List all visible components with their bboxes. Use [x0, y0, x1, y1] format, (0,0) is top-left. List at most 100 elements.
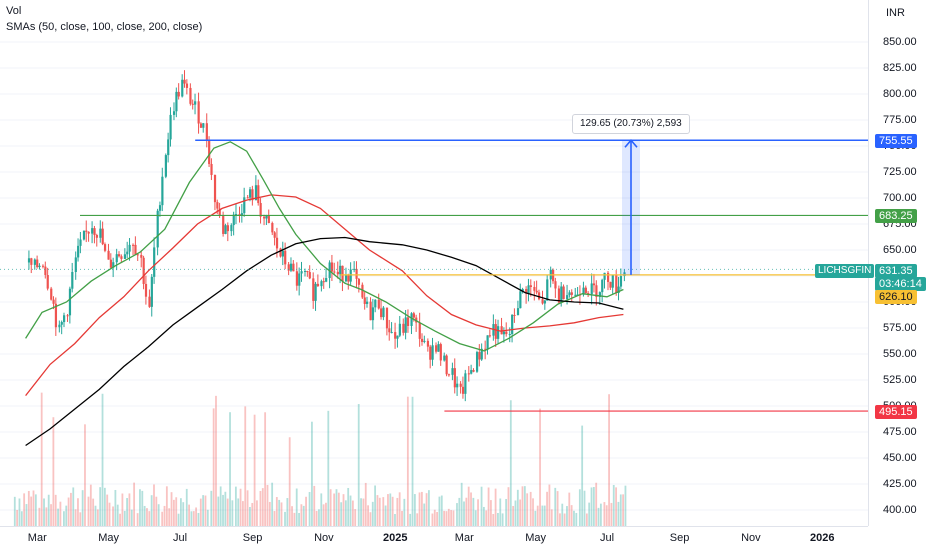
candle-body	[50, 288, 53, 300]
candle-body	[120, 256, 123, 259]
candle-body	[153, 247, 156, 277]
volume-bar	[67, 497, 70, 526]
volume-bar	[108, 502, 111, 526]
candle-body	[224, 225, 227, 234]
volume-bar	[610, 502, 613, 526]
volume-bar	[384, 505, 387, 526]
volume-bar	[119, 513, 121, 526]
price-chart[interactable]	[0, 0, 868, 526]
currency-label[interactable]: INR	[886, 7, 905, 19]
candle-body	[126, 251, 129, 255]
candle-body	[284, 250, 287, 265]
time-tick-label: Sep	[669, 532, 690, 544]
price-tick-label: 575.00	[883, 322, 917, 334]
candle-body	[308, 272, 311, 279]
volume-bar	[624, 485, 627, 526]
candle-body	[91, 228, 94, 234]
volume-bar	[333, 493, 336, 526]
candle-body	[574, 294, 577, 296]
volume-bar	[423, 503, 426, 526]
candle-body	[582, 287, 585, 295]
volume-bar	[529, 491, 532, 526]
time-tick-label: Sep	[242, 532, 263, 544]
candle-body	[592, 283, 596, 286]
candle-body	[385, 307, 389, 329]
candle-body	[77, 245, 80, 258]
candle-body	[584, 287, 587, 293]
candle-body	[519, 291, 522, 309]
volume-bar	[234, 486, 237, 526]
volume-bar	[311, 421, 313, 526]
candle-body	[603, 272, 606, 280]
volume-legend[interactable]: Vol	[6, 5, 22, 17]
candle-body	[443, 355, 446, 361]
candle-body	[330, 262, 334, 272]
volume-bar	[354, 509, 357, 526]
volume-bar	[470, 492, 472, 526]
volume-bar	[242, 501, 244, 526]
candle-body	[175, 91, 178, 112]
candle-body	[598, 292, 602, 297]
price-tick-label: 450.00	[883, 452, 917, 464]
volume-bar	[89, 484, 92, 526]
candle-body	[615, 275, 618, 293]
candle-body	[249, 189, 252, 198]
green-line-price-tag: 683.25	[875, 209, 917, 223]
volume-bar	[436, 512, 438, 526]
volume-bar	[425, 493, 428, 526]
volume-bar	[70, 492, 72, 526]
candle-body	[560, 286, 563, 303]
sma-legend[interactable]: SMAs (50, close, 100, close, 200, close)	[6, 21, 203, 33]
volume-bar	[342, 494, 345, 526]
volume-bar	[389, 493, 392, 526]
candle-body	[150, 276, 153, 307]
volume-bar	[202, 495, 205, 526]
candle-body	[467, 373, 470, 375]
candle-body	[570, 292, 573, 295]
volume-bar	[605, 505, 608, 526]
candle-body	[300, 271, 303, 274]
candle-body	[58, 324, 61, 328]
candle-body	[33, 259, 36, 265]
candle-body	[382, 307, 385, 318]
time-tick-label: Mar	[27, 532, 47, 544]
price-axis-divider	[868, 0, 869, 526]
volume-bar	[351, 500, 354, 526]
volume-bar	[347, 487, 350, 526]
time-tick-label: Mar	[454, 532, 474, 544]
candle-body	[156, 210, 159, 248]
volume-bar	[416, 513, 419, 526]
candle-body	[103, 244, 107, 251]
candle-body	[112, 262, 115, 268]
candle-body	[52, 299, 55, 304]
candle-body	[71, 272, 74, 289]
candle-body	[44, 266, 47, 276]
volume-bar	[136, 513, 139, 526]
candle-body	[404, 317, 407, 333]
candle-body	[109, 259, 113, 268]
price-tick-label: 400.00	[883, 504, 917, 516]
volume-bar	[126, 498, 128, 526]
volume-bar	[30, 496, 33, 526]
blue-line-price-tag: 755.55	[875, 134, 917, 148]
volume-bar	[165, 486, 168, 526]
volume-bar	[509, 400, 512, 526]
volume-bar	[92, 498, 95, 526]
volume-bar	[261, 488, 264, 526]
volume-bar	[177, 513, 180, 526]
candle-body	[494, 324, 497, 339]
volume-bar	[501, 513, 504, 526]
volume-bar	[327, 410, 330, 526]
volume-bar	[224, 491, 227, 526]
candle-body	[230, 225, 233, 232]
volume-bar	[128, 493, 131, 526]
candle-body	[164, 155, 167, 177]
volume-bar	[452, 510, 455, 526]
volume-bar	[539, 408, 541, 526]
candle-body	[410, 313, 413, 326]
volume-bar	[588, 502, 591, 526]
volume-bar	[112, 506, 114, 526]
candle-body	[402, 323, 405, 333]
volume-bar	[217, 496, 220, 526]
volume-bar	[413, 494, 416, 526]
